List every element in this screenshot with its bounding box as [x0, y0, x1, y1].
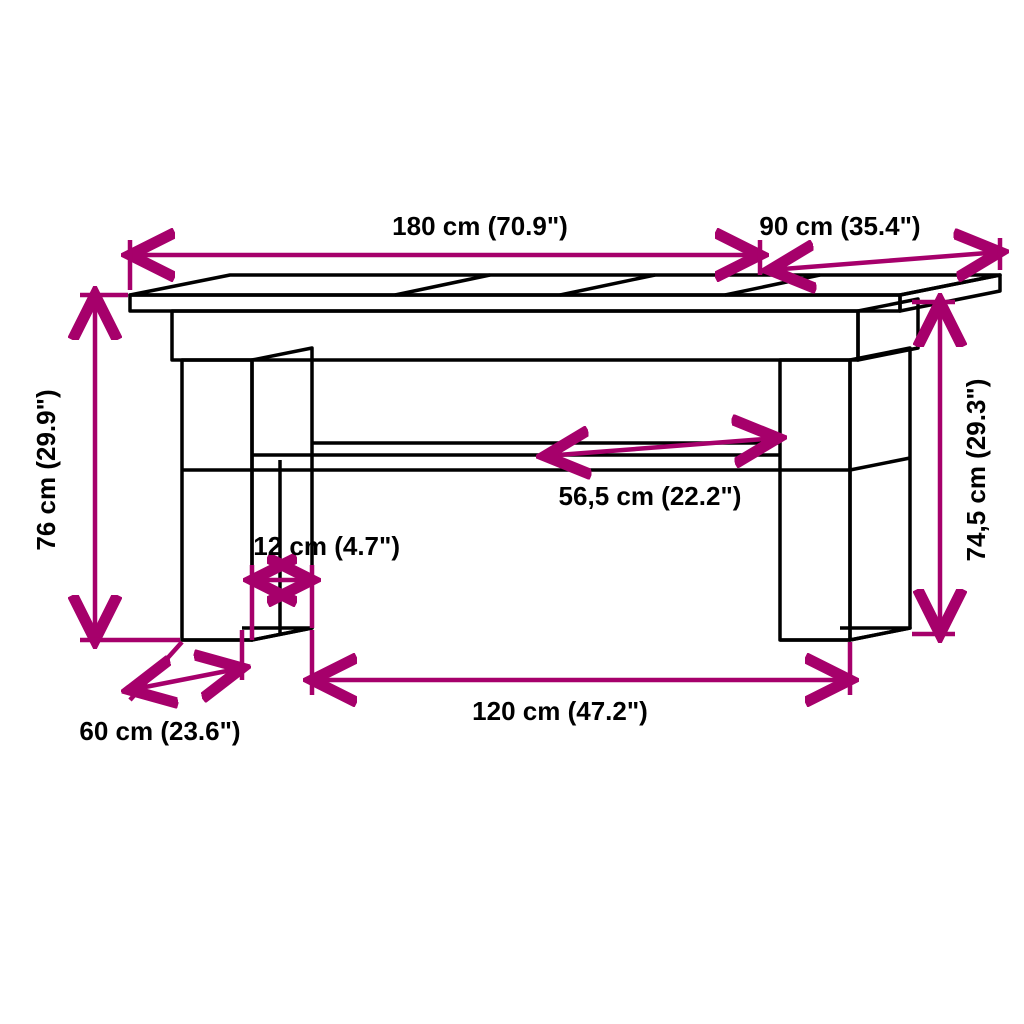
label-height: 76 cm (29.9") [31, 389, 61, 550]
label-leg-span: 120 cm (47.2") [472, 696, 648, 726]
label-under-height: 74,5 cm (29.3") [961, 379, 991, 562]
label-leg-thick: 12 cm (4.7") [253, 531, 400, 561]
dimension-labels: 180 cm (70.9") 90 cm (35.4") 76 cm (29.9… [31, 211, 991, 746]
dim-depth-line [770, 252, 1000, 270]
table-outline [130, 275, 1000, 640]
label-leg-depth: 60 cm (23.6") [79, 716, 240, 746]
label-shelf-clear: 56,5 cm (22.2") [559, 481, 742, 511]
label-depth: 90 cm (35.4") [759, 211, 920, 241]
dimension-diagram: 180 cm (70.9") 90 cm (35.4") 76 cm (29.9… [0, 0, 1024, 1024]
label-width: 180 cm (70.9") [392, 211, 568, 241]
